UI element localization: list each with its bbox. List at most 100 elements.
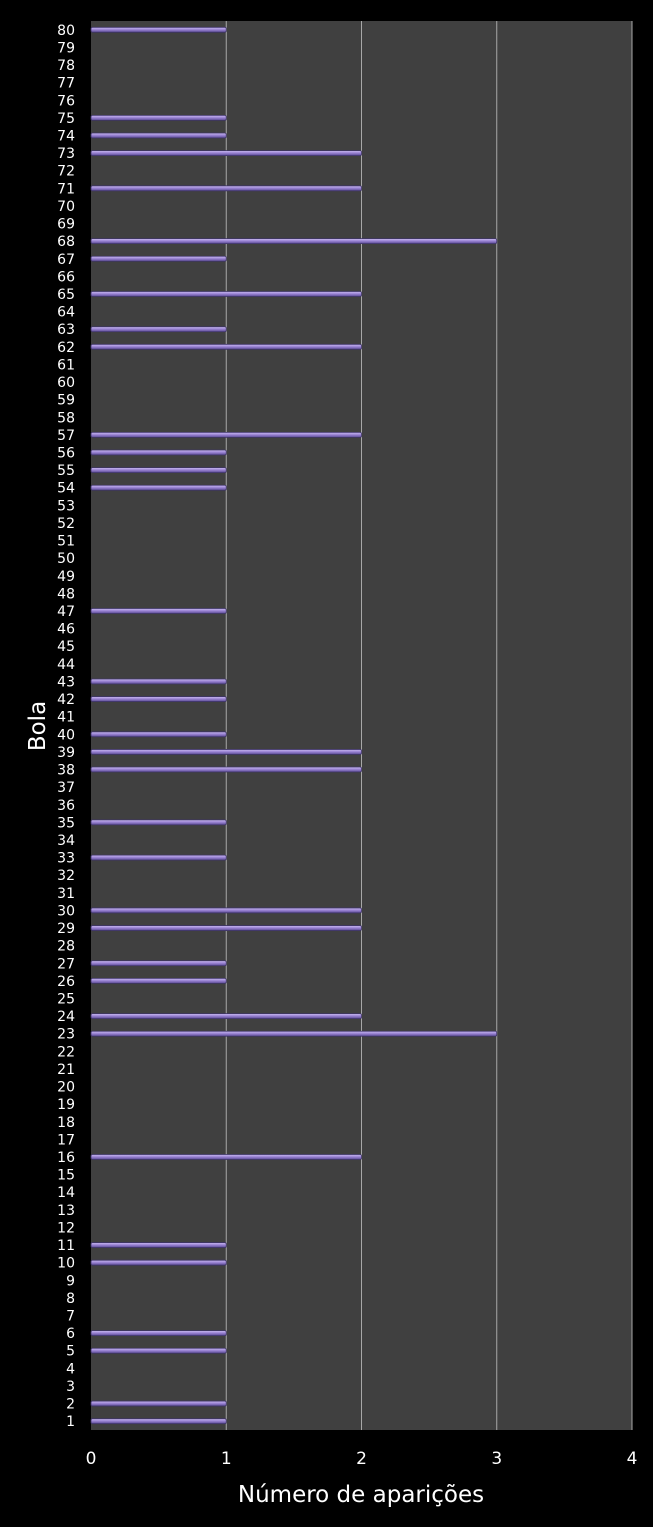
y-tick-label: 21: [57, 1062, 75, 1078]
bar-26: [90, 977, 227, 984]
y-tick-label: 78: [57, 58, 75, 74]
y-tick-label: 18: [57, 1115, 75, 1131]
y-tick-label: 15: [57, 1168, 75, 1184]
y-tick-label: 27: [57, 956, 75, 972]
y-tick-label: 64: [57, 305, 75, 321]
y-tick-label: 2: [66, 1397, 75, 1413]
y-tick-label: 38: [57, 763, 75, 779]
bar-75: [90, 114, 227, 121]
y-tick-label: 5: [66, 1344, 75, 1360]
bar-63: [90, 326, 227, 333]
bar-2: [90, 1400, 227, 1407]
x-tick-label: 0: [86, 1449, 97, 1469]
y-tick-label: 62: [57, 340, 75, 356]
y-tick-label: 57: [57, 428, 75, 444]
y-tick-label: 66: [57, 269, 75, 285]
bar-43: [90, 678, 227, 685]
y-tick-label: 47: [57, 604, 75, 620]
y-tick-label: 14: [57, 1185, 75, 1201]
bar-73: [90, 150, 362, 156]
y-tick-label: 67: [57, 252, 75, 268]
y-tick-labels: 1234567891011121314151617181920212223242…: [57, 23, 75, 1430]
bar-47: [90, 608, 227, 614]
y-tick-label: 26: [57, 974, 75, 990]
y-tick-label: 33: [57, 851, 75, 867]
y-tick-label: 9: [66, 1273, 75, 1289]
y-tick-label: 31: [57, 886, 75, 902]
y-tick-label: 40: [57, 727, 75, 743]
bar-62: [90, 343, 362, 350]
y-tick-label: 37: [57, 780, 75, 796]
bar-35: [90, 819, 227, 826]
y-tick-label: 48: [57, 586, 75, 602]
bar-39: [90, 749, 362, 755]
bar-29: [90, 925, 362, 931]
gridlines: [225, 21, 633, 1430]
bar-71: [90, 185, 362, 192]
y-tick-label: 43: [57, 674, 75, 690]
y-tick-label: 16: [57, 1150, 75, 1166]
y-tick-label: 50: [57, 551, 75, 567]
y-tick-label: 12: [57, 1220, 75, 1236]
y-tick-label: 6: [66, 1326, 75, 1342]
y-tick-label: 54: [57, 481, 75, 497]
y-tick-label: 23: [57, 1027, 75, 1043]
bar-24: [90, 1013, 362, 1020]
y-tick-label: 4: [66, 1361, 75, 1377]
y-tick-label: 36: [57, 798, 75, 814]
bar-56: [90, 449, 227, 456]
y-tick-label: 58: [57, 410, 75, 426]
y-tick-label: 77: [57, 76, 75, 92]
y-tick-label: 28: [57, 939, 75, 955]
y-tick-label: 73: [57, 146, 75, 162]
bars: [90, 26, 498, 1425]
bar-16: [90, 1154, 362, 1160]
y-tick-label: 42: [57, 692, 75, 708]
y-tick-label: 7: [66, 1309, 75, 1325]
bar-42: [90, 696, 227, 702]
x-tick-labels: 0 1 2 3 4: [86, 1449, 638, 1469]
y-tick-label: 32: [57, 868, 75, 884]
y-tick-label: 25: [57, 991, 75, 1007]
y-tick-label: 46: [57, 622, 75, 638]
y-tick-label: 10: [57, 1256, 75, 1272]
bar-55: [90, 467, 227, 474]
y-tick-label: 20: [57, 1080, 75, 1096]
y-tick-label: 74: [57, 128, 75, 144]
bar-40: [90, 731, 227, 738]
y-tick-label: 53: [57, 498, 75, 514]
y-tick-label: 52: [57, 516, 75, 532]
y-tick-label: 70: [57, 199, 75, 215]
y-tick-label: 63: [57, 322, 75, 338]
y-tick-label: 34: [57, 833, 75, 849]
y-tick-label: 30: [57, 903, 75, 919]
y-tick-label: 68: [57, 234, 75, 250]
y-tick-label: 24: [57, 1009, 75, 1025]
bar-65: [90, 291, 362, 297]
bar-68: [90, 238, 498, 245]
bar-23: [90, 1030, 498, 1037]
bar-57: [90, 431, 362, 438]
y-tick-label: 41: [57, 710, 75, 726]
bar-6: [90, 1330, 227, 1337]
y-tick-label: 45: [57, 639, 75, 655]
y-tick-label: 61: [57, 357, 75, 373]
y-tick-label: 75: [57, 111, 75, 127]
bar-54: [90, 484, 227, 491]
y-tick-label: 29: [57, 921, 75, 937]
y-tick-label: 1: [66, 1414, 75, 1430]
y-tick-label: 17: [57, 1132, 75, 1148]
bar-30: [90, 907, 362, 914]
y-tick-label: 56: [57, 446, 75, 462]
bar-67: [90, 255, 227, 262]
y-tick-label: 19: [57, 1097, 75, 1113]
y-tick-label: 13: [57, 1203, 75, 1219]
y-tick-label: 60: [57, 375, 75, 391]
y-tick-label: 3: [66, 1379, 75, 1395]
bar-1: [90, 1418, 227, 1425]
x-tick-label: 4: [627, 1449, 638, 1469]
y-tick-label: 51: [57, 534, 75, 550]
y-axis-title: Bola: [25, 701, 51, 751]
